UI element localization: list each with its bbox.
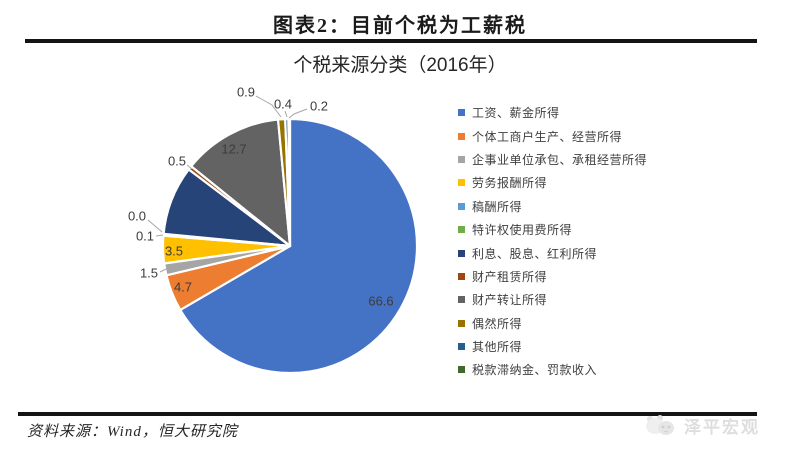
legend-label: 稿酬所得 [472,199,523,214]
pie-slice [190,118,292,248]
legend-item: 工资、薪金所得 [458,101,647,124]
label-leader-line [186,164,193,170]
label-leader-line [255,95,282,118]
watermark: 泽平宏观 [645,413,760,438]
legend-label: 偶然所得 [472,316,523,331]
label-leader-line [155,234,164,237]
pie-data-label: 0.0 [128,208,146,223]
legend-label: 工资、薪金所得 [472,106,560,121]
pie-slice [287,117,292,248]
legend-marker-icon [458,155,465,163]
pie-slice [162,232,292,248]
pie-data-label: 0.1 [136,228,154,243]
legend-marker-icon [458,272,465,280]
legend-item: 财产转让所得 [458,288,647,311]
legend-marker-icon [458,296,465,304]
legend-item: 个体工商户生产、经营所得 [458,124,647,147]
legend-label: 个体工商户生产、经营所得 [472,129,623,144]
legend-marker-icon [458,179,465,187]
bottom-divider [18,412,757,416]
legend-marker-icon [458,249,465,257]
pie-data-label: 3.5 [165,243,183,258]
figure-title: 图表2：目前个税为工薪税 [273,15,527,37]
legend-item: 劳务报酬所得 [458,171,647,194]
legend-item: 特许权使用费所得 [458,218,647,241]
legend-item: 税款滞纳金、罚款收入 [458,358,647,381]
legend-item: 财产租赁所得 [458,265,647,288]
zeping-macro-logo-icon [646,414,674,435]
legend-item: 其他所得 [458,335,647,358]
legend-marker-icon [458,132,465,140]
pie-data-label: 1.5 [140,265,158,280]
legend-label: 特许权使用费所得 [472,223,573,238]
chart-title: 个税来源分类（2016年） [293,55,507,76]
legend-item: 稿酬所得 [458,195,647,218]
legend-marker-icon [458,343,465,351]
legend-label: 财产转让所得 [472,293,548,308]
legend-marker-icon [458,202,465,210]
pie-data-label: 66.6 [368,293,393,308]
pie-data-label: 0.9 [237,84,255,99]
chart-legend: 工资、薪金所得个体工商户生产、经营所得企事业单位承包、承租经营所得 劳务报酬所得稿… [458,101,647,382]
label-leader-line [159,268,167,273]
pie-slice [179,117,419,375]
pie-data-label: 12.7 [221,141,246,156]
pie-plot-area: 66.6 4.7 1.5 3.5 0.1 0.0 0.5 12.7 0.9 0.4 0.2 [128,84,419,375]
legend-label: 劳务报酬所得 [472,176,548,191]
legend-marker-icon [458,366,465,374]
legend-label: 利息、股息、红利所得 [472,246,598,261]
legend-label: 税款滞纳金、罚款收入 [472,363,598,378]
label-leader-line [284,110,288,118]
pie-data-label: 0.2 [310,98,328,113]
legend-marker-icon [458,319,465,327]
watermark-text: 泽平宏观 [684,418,760,437]
label-leader-line [288,108,308,119]
legend-label: 其他所得 [472,340,523,355]
pie-data-label: 0.5 [168,153,186,168]
legend-item: 偶然所得 [458,312,647,335]
legend-marker-icon [458,226,465,234]
pie-data-label: 0.4 [274,96,292,111]
legend-label: 财产租赁所得 [472,269,548,284]
source-note: 资料来源：Wind，恒大研究院 [27,424,238,440]
legend-item: 利息、股息、红利所得 [458,241,647,264]
legend-item: 企事业单位承包、承租经营所得 [458,148,647,171]
legend-label: 企事业单位承包、承租经营所得 [472,152,648,167]
top-divider [25,39,757,43]
legend-marker-icon [458,109,465,117]
label-leader-line [147,219,163,233]
pie-data-label: 4.7 [174,279,192,294]
